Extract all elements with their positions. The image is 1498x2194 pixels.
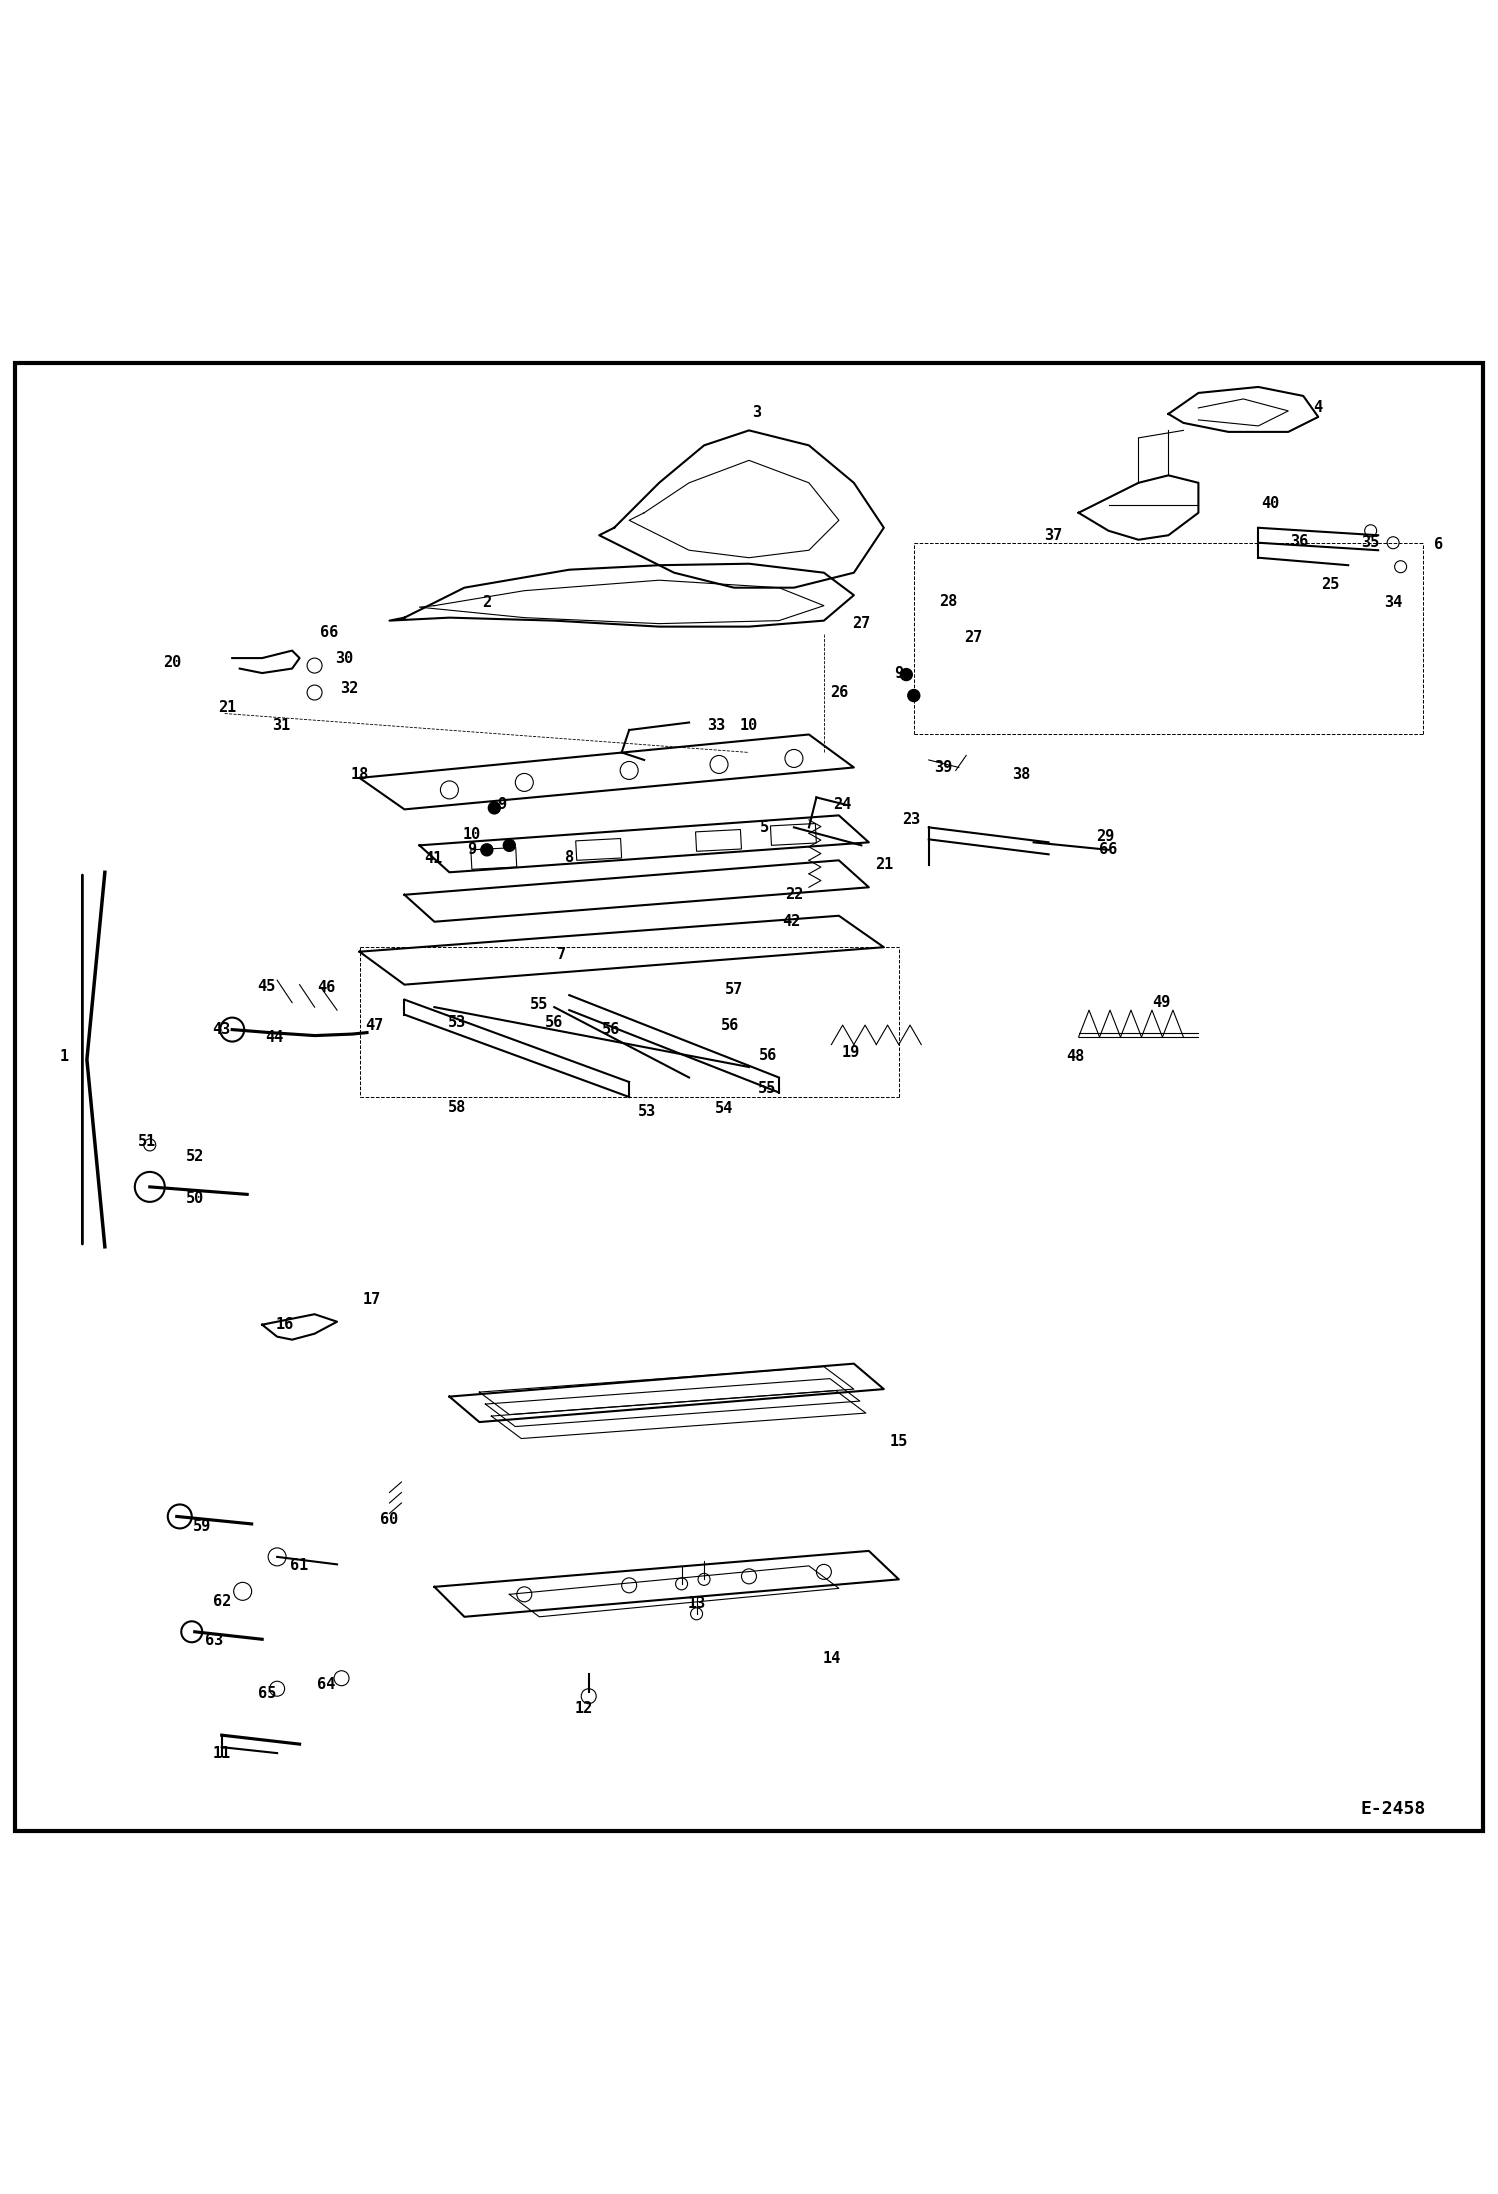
Text: 25: 25 bbox=[1321, 577, 1339, 592]
Text: 6: 6 bbox=[1434, 538, 1443, 551]
Text: 21: 21 bbox=[875, 858, 893, 873]
Bar bbox=[470, 847, 517, 869]
Circle shape bbox=[488, 801, 500, 814]
Text: 47: 47 bbox=[366, 1018, 383, 1033]
Text: 10: 10 bbox=[740, 717, 758, 733]
Text: 21: 21 bbox=[219, 700, 237, 715]
Text: 32: 32 bbox=[340, 680, 358, 695]
Text: 17: 17 bbox=[363, 1292, 380, 1308]
Text: 24: 24 bbox=[833, 796, 851, 812]
Text: 22: 22 bbox=[785, 886, 803, 902]
Text: 55: 55 bbox=[530, 996, 548, 1011]
Text: E-2458: E-2458 bbox=[1360, 1799, 1426, 1817]
Text: 34: 34 bbox=[1384, 595, 1402, 610]
Text: 27: 27 bbox=[965, 630, 983, 645]
Text: 56: 56 bbox=[721, 1018, 739, 1033]
Text: 29: 29 bbox=[1097, 829, 1115, 845]
Text: 12: 12 bbox=[575, 1700, 593, 1716]
Text: 14: 14 bbox=[822, 1652, 840, 1665]
Text: 2: 2 bbox=[482, 595, 491, 610]
Bar bbox=[575, 838, 622, 860]
Text: 46: 46 bbox=[318, 981, 336, 996]
Text: 3: 3 bbox=[752, 406, 761, 419]
Circle shape bbox=[503, 840, 515, 851]
Text: 41: 41 bbox=[424, 851, 442, 867]
Text: 60: 60 bbox=[380, 1512, 398, 1527]
Text: 66: 66 bbox=[321, 625, 339, 641]
Text: 54: 54 bbox=[715, 1101, 733, 1117]
Text: 50: 50 bbox=[186, 1191, 204, 1207]
Circle shape bbox=[481, 845, 493, 856]
Text: 10: 10 bbox=[463, 827, 481, 842]
Text: 15: 15 bbox=[890, 1435, 908, 1448]
Text: 57: 57 bbox=[725, 981, 743, 996]
Text: 42: 42 bbox=[782, 915, 800, 930]
Text: 27: 27 bbox=[852, 617, 870, 632]
Text: 56: 56 bbox=[602, 1022, 620, 1038]
Text: 35: 35 bbox=[1362, 535, 1380, 551]
Text: 9: 9 bbox=[467, 842, 476, 858]
Text: 30: 30 bbox=[336, 652, 354, 665]
Text: 31: 31 bbox=[273, 717, 291, 733]
Text: 64: 64 bbox=[318, 1676, 336, 1692]
Text: 45: 45 bbox=[258, 979, 276, 994]
Text: 9: 9 bbox=[894, 665, 903, 680]
Text: 56: 56 bbox=[759, 1047, 777, 1062]
Text: 55: 55 bbox=[758, 1079, 776, 1095]
Text: 44: 44 bbox=[265, 1029, 283, 1044]
Text: 23: 23 bbox=[902, 812, 920, 827]
Text: 38: 38 bbox=[1013, 768, 1031, 783]
Text: 59: 59 bbox=[193, 1520, 211, 1534]
Text: 26: 26 bbox=[830, 685, 848, 700]
Text: 19: 19 bbox=[842, 1044, 860, 1060]
Text: 20: 20 bbox=[163, 656, 181, 669]
Text: 11: 11 bbox=[213, 1746, 231, 1760]
Text: 37: 37 bbox=[1044, 529, 1062, 542]
Text: 53: 53 bbox=[448, 1014, 466, 1029]
Text: 39: 39 bbox=[935, 759, 953, 774]
Text: 33: 33 bbox=[707, 717, 725, 733]
Text: 36: 36 bbox=[1290, 533, 1308, 548]
Text: 8: 8 bbox=[565, 849, 574, 864]
Text: 58: 58 bbox=[448, 1099, 466, 1115]
Text: 51: 51 bbox=[138, 1134, 156, 1150]
Bar bbox=[770, 823, 816, 845]
Text: 66: 66 bbox=[1100, 842, 1118, 858]
Circle shape bbox=[908, 689, 920, 702]
Text: 28: 28 bbox=[939, 595, 957, 608]
Text: 43: 43 bbox=[213, 1022, 231, 1038]
Text: 1: 1 bbox=[60, 1049, 69, 1064]
Text: 16: 16 bbox=[276, 1316, 294, 1332]
Text: 53: 53 bbox=[638, 1104, 656, 1119]
Text: 49: 49 bbox=[1152, 996, 1170, 1009]
Text: 63: 63 bbox=[205, 1632, 223, 1648]
Text: 56: 56 bbox=[545, 1014, 563, 1029]
Circle shape bbox=[900, 669, 912, 680]
Text: 13: 13 bbox=[688, 1595, 706, 1610]
Text: 48: 48 bbox=[1067, 1049, 1085, 1064]
Text: 40: 40 bbox=[1261, 496, 1279, 511]
Text: 5: 5 bbox=[759, 821, 768, 836]
Text: 62: 62 bbox=[213, 1595, 231, 1610]
Text: 7: 7 bbox=[557, 948, 566, 963]
Text: 4: 4 bbox=[1314, 402, 1323, 415]
Text: 18: 18 bbox=[351, 768, 369, 783]
Text: 61: 61 bbox=[291, 1558, 309, 1573]
Text: 65: 65 bbox=[258, 1685, 276, 1700]
Text: 9: 9 bbox=[497, 796, 506, 812]
Text: 52: 52 bbox=[186, 1150, 204, 1165]
Bar bbox=[695, 829, 742, 851]
